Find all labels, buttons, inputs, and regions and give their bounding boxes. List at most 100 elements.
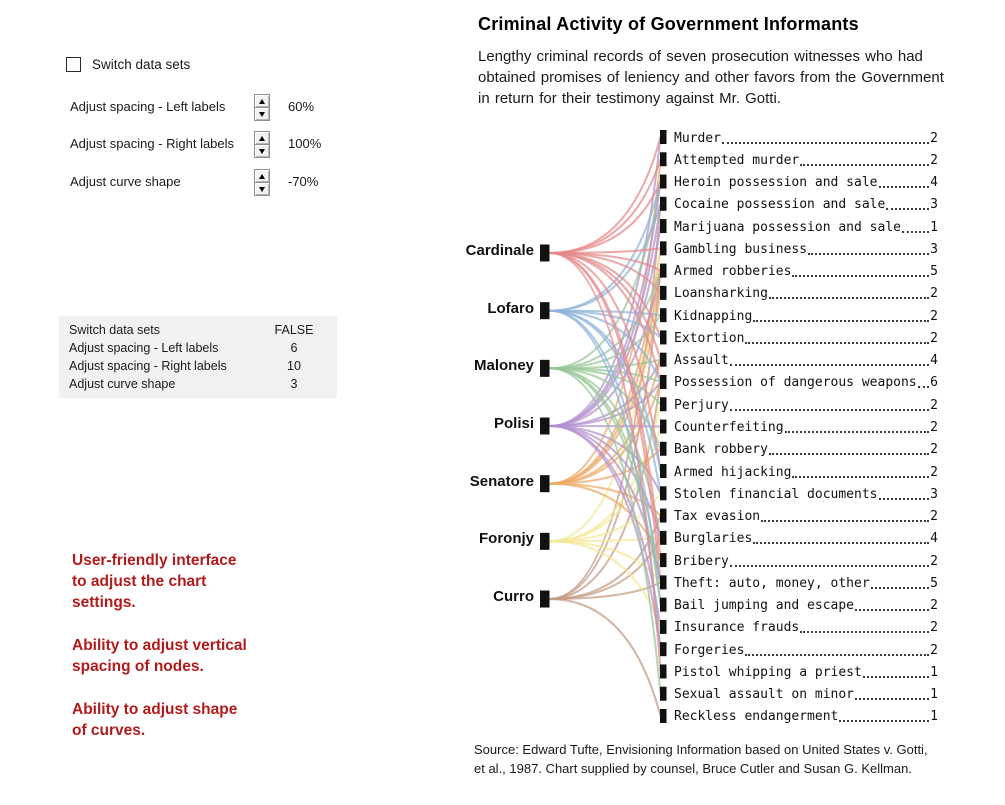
crime-node-marker bbox=[660, 530, 667, 545]
crime-name: Burglaries bbox=[674, 531, 753, 547]
spin-down-button[interactable] bbox=[254, 144, 270, 158]
switch-datasets-checkbox[interactable] bbox=[66, 57, 81, 72]
dot-leader bbox=[729, 408, 930, 411]
crime-row: Forgeries 2 bbox=[674, 640, 938, 659]
setting-label: Adjust spacing - Left labels bbox=[69, 341, 219, 355]
witness-label: Senatore bbox=[469, 472, 534, 490]
crime-name: Perjury bbox=[674, 397, 729, 413]
witness-label: Cardinale bbox=[465, 242, 534, 259]
chart-title: Criminal Activity of Government Informan… bbox=[478, 14, 859, 34]
spacing-right-labels-label: Adjust spacing - Right labels bbox=[70, 136, 235, 151]
curve-shape-value: -70% bbox=[288, 174, 319, 189]
crime-name: Cocaine possession and sale bbox=[674, 197, 886, 213]
setting-value: 3 bbox=[290, 377, 298, 391]
crime-count: 2 bbox=[930, 642, 938, 658]
crime-row: Theft: auto, money, other 5 bbox=[674, 573, 938, 592]
crime-node-marker bbox=[660, 464, 667, 479]
setting-value: 6 bbox=[290, 341, 298, 355]
crime-name: Sexual assault on minor bbox=[674, 687, 855, 703]
triangle-up-icon bbox=[259, 98, 265, 104]
crime-node-marker bbox=[660, 441, 667, 456]
crime-name: Insurance frauds bbox=[674, 620, 800, 636]
crime-node-marker bbox=[660, 642, 667, 657]
crime-count: 2 bbox=[930, 308, 938, 324]
settings-table-row: Adjust spacing - Right labels 10 bbox=[59, 357, 337, 375]
dot-leader bbox=[878, 186, 930, 189]
annotation-note: User-friendly interface to adjust the ch… bbox=[72, 552, 237, 611]
dot-leader bbox=[792, 475, 930, 478]
triangle-up-icon bbox=[259, 173, 265, 179]
spacing-right-labels-spinner[interactable] bbox=[254, 131, 270, 159]
curve-shape-spinner[interactable] bbox=[254, 169, 270, 197]
crime-name: Possession of dangerous weapons bbox=[674, 375, 917, 391]
crime-count: 3 bbox=[930, 197, 938, 213]
spacing-left-labels-value: 60% bbox=[288, 99, 315, 114]
crime-count: 2 bbox=[930, 464, 938, 480]
crime-row: Sexual assault on minor 1 bbox=[674, 684, 938, 703]
crime-row: Assault 4 bbox=[674, 350, 938, 369]
crime-count: 2 bbox=[930, 130, 938, 146]
crime-name: Bribery bbox=[674, 553, 729, 569]
crime-node-marker bbox=[660, 597, 667, 612]
switch-datasets-control[interactable]: Switch data sets bbox=[66, 57, 190, 72]
setting-label: Switch data sets bbox=[69, 323, 161, 337]
crime-node-marker bbox=[660, 553, 667, 568]
crime-node-marker bbox=[660, 575, 667, 590]
witness-label: Polisi bbox=[493, 415, 534, 432]
crime-count: 2 bbox=[930, 397, 938, 413]
crime-row: Gambling business 3 bbox=[674, 239, 938, 258]
crime-node-marker bbox=[660, 508, 667, 523]
crime-name: Theft: auto, money, other bbox=[674, 575, 870, 591]
crime-node-marker bbox=[660, 397, 667, 412]
crime-row: Bribery 2 bbox=[674, 551, 938, 570]
flow-curve bbox=[549, 251, 662, 383]
witness-label: Lofaro bbox=[487, 299, 534, 317]
crime-name: Loansharking bbox=[674, 286, 768, 302]
dot-leader bbox=[768, 297, 930, 300]
crime-name: Marijuana possession and sale bbox=[674, 219, 901, 235]
triangle-up-icon bbox=[259, 135, 265, 141]
spacing-left-labels-spinner[interactable] bbox=[254, 94, 270, 122]
crime-node-marker bbox=[660, 708, 667, 723]
dot-leader bbox=[917, 386, 930, 389]
triangle-down-icon bbox=[259, 111, 265, 117]
dot-leader bbox=[855, 609, 930, 612]
crime-count: 1 bbox=[930, 664, 938, 680]
dot-leader bbox=[839, 720, 930, 723]
crime-name: Bank robbery bbox=[674, 442, 768, 458]
dot-leader bbox=[901, 230, 930, 233]
flow-curve bbox=[549, 251, 662, 583]
curve-shape-label: Adjust curve shape bbox=[70, 174, 181, 189]
dot-leader bbox=[761, 520, 930, 523]
crime-row: Murder 2 bbox=[674, 128, 938, 147]
crime-row: Kidnapping 2 bbox=[674, 306, 938, 325]
dot-leader bbox=[721, 141, 930, 144]
flow-curve bbox=[549, 251, 662, 472]
source-line: Source: Edward Tufte, Envisioning Inform… bbox=[474, 742, 928, 757]
dot-leader bbox=[870, 586, 930, 589]
source-line: et al., 1987. Chart supplied by counsel,… bbox=[474, 761, 912, 776]
crime-name: Stolen financial documents bbox=[674, 486, 878, 502]
witness-node-marker bbox=[540, 590, 550, 608]
spin-down-button[interactable] bbox=[254, 182, 270, 196]
crime-count: 4 bbox=[930, 531, 938, 547]
spacing-right-labels-value: 100% bbox=[288, 136, 322, 151]
dot-leader bbox=[862, 675, 930, 678]
flow-curve bbox=[549, 367, 662, 605]
witness-node-marker bbox=[540, 244, 550, 262]
spin-down-button[interactable] bbox=[254, 107, 270, 121]
crime-count: 2 bbox=[930, 598, 938, 614]
crime-node-marker bbox=[660, 664, 667, 679]
crime-count: 1 bbox=[930, 219, 938, 235]
crime-row: Insurance frauds 2 bbox=[674, 617, 938, 636]
crime-row: Armed robberies 5 bbox=[674, 261, 938, 280]
witness-node-marker bbox=[540, 359, 550, 377]
settings-table-row: Adjust spacing - Left labels 6 bbox=[59, 339, 337, 357]
crime-name: Armed hijacking bbox=[674, 464, 792, 480]
dot-leader bbox=[784, 430, 930, 433]
crime-node-marker bbox=[660, 352, 667, 367]
crime-node-marker bbox=[660, 285, 667, 300]
flow-curve bbox=[549, 381, 662, 485]
crime-name: Assault bbox=[674, 353, 729, 369]
